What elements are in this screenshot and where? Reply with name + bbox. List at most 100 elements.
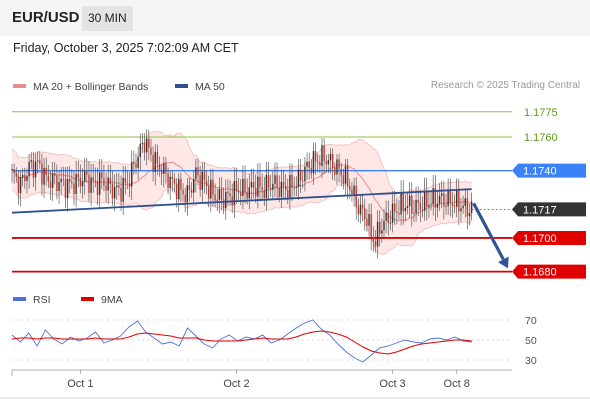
legend-swatch-0 [13, 84, 26, 88]
bollinger-upper [11, 131, 472, 199]
support-label-1.1700: 1.1700 [523, 233, 557, 245]
candle-body [43, 167, 45, 185]
rsi-tick-50: 50 [525, 335, 537, 347]
candle-body [178, 179, 180, 200]
candle-body [242, 178, 244, 196]
candle-body [282, 181, 285, 187]
candle-body [36, 160, 39, 162]
candle-body [225, 191, 227, 209]
candle-body [64, 179, 67, 199]
candle-body [34, 161, 37, 178]
candle-body [131, 161, 133, 187]
candle-body [314, 151, 317, 162]
candle-body [237, 191, 240, 193]
candle-body [321, 145, 323, 166]
candle-body [90, 177, 92, 193]
price-legend: MA 20 + Bollinger Bands MA 50 [13, 81, 225, 93]
candle-body [470, 201, 473, 214]
candle-body [421, 209, 424, 211]
candle-body [145, 138, 148, 153]
candle-body [319, 162, 321, 166]
chart-timestamp: Friday, October 3, 2025 7:02:09 AM CET [13, 41, 239, 55]
candle-body [184, 194, 186, 203]
candle-body [357, 207, 360, 215]
candle-body [201, 171, 203, 190]
x-axis: Oct 1 Oct 2 Oct 3 Oct 8 [0, 369, 590, 399]
candle-body [274, 175, 276, 184]
support-tag-1.1700 [512, 230, 586, 245]
candle-body [306, 161, 308, 167]
candle-body [83, 171, 86, 182]
candle-body [56, 175, 58, 192]
candle-body [257, 176, 259, 197]
candle-body [329, 153, 332, 161]
candle-body [21, 174, 24, 178]
price-levels: 1.1775 1.1760 1.1740 1.1717 1.1700 1.1680 [12, 107, 586, 279]
candle-body [156, 152, 159, 164]
candle-body [466, 198, 469, 217]
candle-body [406, 206, 409, 209]
candle-body [430, 204, 432, 206]
resistance-label-1.1760: 1.1760 [524, 132, 558, 144]
candle-body [287, 190, 289, 198]
candle-body [404, 208, 407, 212]
candle-body [295, 187, 298, 188]
candle-body [438, 195, 441, 204]
bollinger-bands [11, 131, 472, 255]
candle-body [222, 199, 225, 209]
candle-body [75, 173, 77, 194]
candle-body [334, 167, 336, 175]
candle-body [426, 190, 428, 207]
candle-body [19, 177, 22, 194]
candle-body [118, 185, 120, 188]
candle-body [415, 199, 417, 214]
candle-body [240, 192, 242, 196]
candle-body [214, 194, 216, 201]
candle-body [28, 161, 30, 177]
candle-body [441, 193, 443, 196]
candle-body [267, 175, 270, 188]
candle-body [73, 183, 75, 194]
legend-label-1: MA 50 [195, 81, 225, 93]
pivot-label-1.1740: 1.1740 [523, 166, 557, 178]
candle-body [317, 161, 319, 163]
candle-body [449, 190, 451, 204]
candle-body [458, 189, 460, 212]
candle-body [423, 190, 426, 211]
candle-body [368, 214, 370, 226]
ma50-line [11, 188, 472, 214]
candle-body [207, 186, 210, 199]
candle-body [218, 188, 221, 200]
current-label: 1.1717 [523, 204, 557, 216]
candle-body [413, 213, 415, 215]
candle-body [62, 178, 65, 180]
candle-body [188, 185, 191, 190]
candle-body [432, 188, 434, 205]
candle-body [235, 181, 238, 192]
candle-body [66, 178, 69, 199]
candle-body [359, 204, 362, 215]
candle-body [361, 204, 364, 209]
support-tag-1.1680 [512, 264, 586, 279]
candle-body [51, 173, 54, 188]
candle-body [30, 160, 32, 162]
rsi-legend-label-0: RSI [33, 294, 51, 306]
candle-body [175, 183, 178, 200]
candle-body [126, 182, 129, 184]
candle-body [434, 188, 437, 208]
candle-body [133, 161, 135, 164]
candle-body [135, 163, 137, 168]
candle-body [92, 177, 94, 181]
candle-body [77, 173, 79, 178]
timeframe-button[interactable]: 30 MIN [82, 6, 133, 31]
candle-body [331, 153, 334, 168]
candle-body [24, 174, 26, 181]
candle-body [86, 171, 88, 175]
candle-body [451, 203, 454, 206]
candle-body [344, 165, 347, 184]
x-tick-label-1: Oct 2 [223, 378, 249, 390]
candle-body [158, 163, 161, 172]
candle-body [327, 160, 330, 165]
candle-body [190, 189, 193, 193]
candle-body [428, 205, 430, 207]
